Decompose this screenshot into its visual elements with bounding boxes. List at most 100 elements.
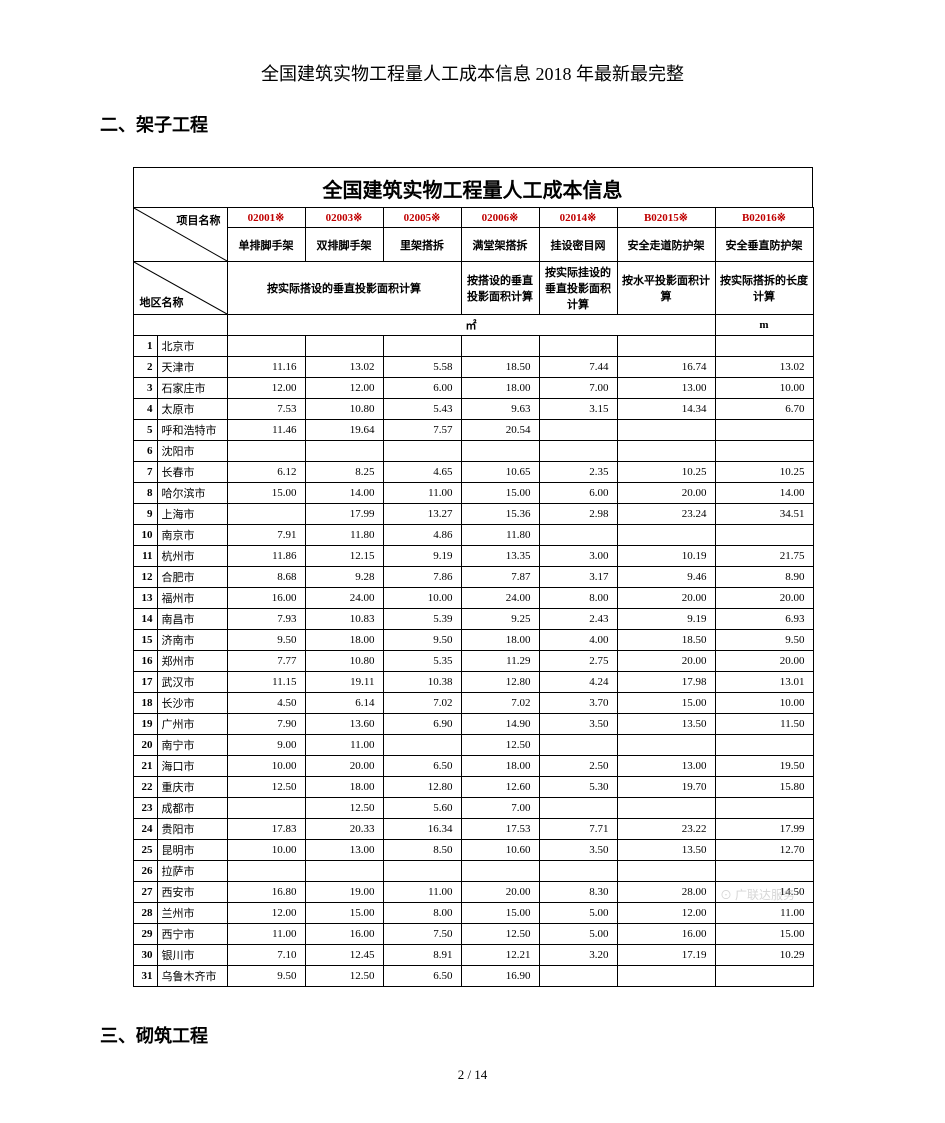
value-cell: 24.00 (461, 588, 539, 609)
value-cell: 15.36 (461, 504, 539, 525)
value-cell (383, 336, 461, 357)
value-cell: 11.00 (715, 903, 813, 924)
value-cell: 12.50 (305, 966, 383, 987)
value-cell: 12.70 (715, 840, 813, 861)
value-cell: 11.29 (461, 651, 539, 672)
value-cell: 9.00 (227, 735, 305, 756)
col-name: 单排脚手架 (227, 228, 305, 262)
value-cell (461, 861, 539, 882)
value-cell: 16.34 (383, 819, 461, 840)
table-row: 26拉萨市 (133, 861, 813, 882)
value-cell: 14.00 (715, 483, 813, 504)
value-cell: 3.50 (539, 840, 617, 861)
value-cell (383, 861, 461, 882)
value-cell: 11.46 (227, 420, 305, 441)
city-cell: 上海市 (157, 504, 227, 525)
col-name: 安全走道防护架 (617, 228, 715, 262)
value-cell: 8.91 (383, 945, 461, 966)
calc-cell: 按实际搭拆的长度计算 (715, 262, 813, 315)
value-cell (383, 441, 461, 462)
value-cell: 12.00 (227, 903, 305, 924)
col-name: 里架搭拆 (383, 228, 461, 262)
value-cell (617, 798, 715, 819)
value-cell: 7.53 (227, 399, 305, 420)
table-row: 20南宁市9.0011.0012.50 (133, 735, 813, 756)
value-cell: 13.00 (617, 378, 715, 399)
value-cell: 10.80 (305, 399, 383, 420)
table-row: 31乌鲁木齐市9.5012.506.5016.90 (133, 966, 813, 987)
value-cell: 11.00 (227, 924, 305, 945)
value-cell: 13.00 (305, 840, 383, 861)
code-cell: B02016※ (715, 208, 813, 228)
value-cell: 10.00 (715, 693, 813, 714)
city-cell: 兰州市 (157, 903, 227, 924)
value-cell: 7.93 (227, 609, 305, 630)
value-cell: 5.00 (539, 924, 617, 945)
value-cell: 6.93 (715, 609, 813, 630)
value-cell: 9.50 (227, 966, 305, 987)
value-cell (383, 735, 461, 756)
empty-cell (133, 315, 227, 336)
table-row: 3石家庄市12.0012.006.0018.007.0013.0010.00 (133, 378, 813, 399)
city-cell: 呼和浩特市 (157, 420, 227, 441)
value-cell: 7.02 (383, 693, 461, 714)
city-cell: 哈尔滨市 (157, 483, 227, 504)
value-cell: 4.50 (227, 693, 305, 714)
value-cell: 11.16 (227, 357, 305, 378)
city-cell: 长沙市 (157, 693, 227, 714)
value-cell: 13.35 (461, 546, 539, 567)
city-cell: 郑州市 (157, 651, 227, 672)
value-cell: 9.19 (617, 609, 715, 630)
row-index: 25 (133, 840, 157, 861)
value-cell: 12.50 (305, 798, 383, 819)
unit-cell: m (715, 315, 813, 336)
value-cell: 18.00 (461, 630, 539, 651)
value-cell: 5.00 (539, 903, 617, 924)
value-cell: 5.60 (383, 798, 461, 819)
table-row: 2天津市11.1613.025.5818.507.4416.7413.02 (133, 357, 813, 378)
value-cell: 12.21 (461, 945, 539, 966)
row-index: 2 (133, 357, 157, 378)
value-cell: 16.74 (617, 357, 715, 378)
value-cell: 10.25 (617, 462, 715, 483)
value-cell: 7.87 (461, 567, 539, 588)
value-cell: 13.50 (617, 714, 715, 735)
city-cell: 南昌市 (157, 609, 227, 630)
value-cell: 7.02 (461, 693, 539, 714)
value-cell: 19.11 (305, 672, 383, 693)
value-cell: 12.15 (305, 546, 383, 567)
value-cell: 4.65 (383, 462, 461, 483)
value-cell: 5.43 (383, 399, 461, 420)
value-cell: 13.60 (305, 714, 383, 735)
value-cell: 16.90 (461, 966, 539, 987)
value-cell: 6.70 (715, 399, 813, 420)
row-index: 18 (133, 693, 157, 714)
row-index: 17 (133, 672, 157, 693)
value-cell (617, 735, 715, 756)
value-cell (715, 336, 813, 357)
city-cell: 重庆市 (157, 777, 227, 798)
value-cell (715, 441, 813, 462)
table-row: 6沈阳市 (133, 441, 813, 462)
value-cell (715, 525, 813, 546)
value-cell: 2.35 (539, 462, 617, 483)
value-cell (305, 861, 383, 882)
value-cell: 19.50 (715, 756, 813, 777)
row-index: 30 (133, 945, 157, 966)
table-row: 9上海市17.9913.2715.362.9823.2434.51 (133, 504, 813, 525)
value-cell (617, 441, 715, 462)
value-cell (227, 441, 305, 462)
value-cell: 10.00 (383, 588, 461, 609)
city-cell: 南京市 (157, 525, 227, 546)
region-label: 地区名称 (140, 294, 184, 310)
section-3-title: 三、砌筑工程 (100, 1022, 845, 1048)
value-cell (539, 735, 617, 756)
city-cell: 乌鲁木齐市 (157, 966, 227, 987)
value-cell: 4.00 (539, 630, 617, 651)
value-cell: 7.00 (461, 798, 539, 819)
table-row: 14南昌市7.9310.835.399.252.439.196.93 (133, 609, 813, 630)
value-cell: 3.50 (539, 714, 617, 735)
row-index: 5 (133, 420, 157, 441)
row-index: 8 (133, 483, 157, 504)
table-row: 19广州市7.9013.606.9014.903.5013.5011.50 (133, 714, 813, 735)
